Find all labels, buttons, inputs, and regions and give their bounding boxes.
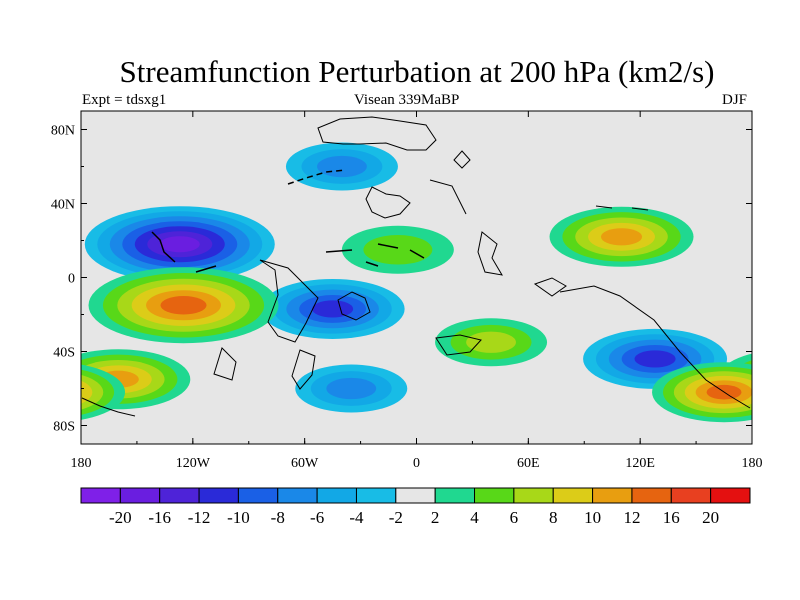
colorbar: -20 -16 -12 -10 -8 -6 -4 -2 2 4 6 8 10 12 16 20 [80,487,751,527]
colorbar-label: 2 [431,508,440,527]
y-tick-label: 80S [53,420,75,435]
contour-band [363,234,433,265]
colorbar-label: 12 [623,508,640,527]
x-tick-label: 180 [71,456,92,471]
contour-band-wrap [756,365,800,393]
field-high-south-pacific [88,267,279,344]
field-low-southern-ocean [295,364,408,413]
contour-band [312,300,354,318]
colorbar-label: -2 [389,508,403,527]
colorbar-box [159,487,200,504]
x-tick-label: 120W [176,456,211,471]
contour-band-wrap [81,380,93,404]
contour-band [600,228,643,246]
colorbar-label: -20 [109,508,132,527]
colorbar-box [355,487,397,504]
field-high-tropical-atlantic [341,225,454,274]
contour-band [159,236,200,253]
field-low-south-atlantic [260,278,405,339]
colorbar-box [80,487,121,504]
colorbar-box [237,487,279,504]
contour-fields [36,142,800,423]
colorbar-label: -16 [148,508,171,527]
y-tick-label: 40N [51,198,75,213]
colorbar-box [434,487,476,504]
colorbar-label: 4 [470,508,479,527]
colorbar-label: 8 [549,508,558,527]
y-tick-label: 40S [53,346,75,361]
field-high-southwest-pacific [36,362,752,423]
contour-band [634,350,676,368]
colorbar-label: -10 [227,508,250,527]
contour-band [466,331,516,353]
period-label: Visean 339MaBP [354,92,460,108]
contour-band-wrap [769,371,800,388]
colorbar-box [670,487,712,504]
x-tick-label: 120E [625,456,655,471]
x-tick-label: 0 [413,456,420,471]
colorbar-box [474,487,515,504]
season-label: DJF [722,92,748,108]
y-tick-label: 0 [68,272,75,287]
x-tick-label: 60E [517,456,540,471]
colorbar-box [277,487,318,504]
colorbar-label: 16 [663,508,680,527]
field-high-west-pacific [549,206,694,267]
colorbar-box [395,487,436,504]
contour-band [326,377,377,400]
contour-band [317,155,367,178]
colorbar-box [552,487,594,504]
colorbar-label: 20 [702,508,719,527]
coastlines [81,116,751,417]
colorbar-label: -12 [188,508,211,527]
field-high-south-indian [435,318,548,367]
colorbar-box [592,487,633,504]
plot-area [36,110,800,445]
colorbar-label: 10 [584,508,601,527]
colorbar-label: -4 [349,508,364,527]
contour-band-wrap [36,385,71,400]
y-tick-label: 80N [51,124,75,139]
chart-title: Streamfunction Perturbation at 200 hPa (… [119,54,715,89]
contour-band-wrap [81,390,82,395]
field-low-north-atlantic [285,142,398,191]
contour-band [160,296,207,315]
experiment-label: Expt = tdsxg1 [82,92,167,108]
colorbar-box [119,487,161,504]
colorbar-label: -6 [310,508,324,527]
colorbar-box [513,487,554,504]
x-tick-label: 60W [291,456,319,471]
field-low-north-pacific [84,206,275,283]
colorbar-label: -8 [271,508,285,527]
colorbar-box [710,487,751,504]
colorbar-label: 6 [510,508,519,527]
colorbar-box [316,487,357,504]
axes: 180 120W 60W 0 60E 120E 180 80N 40N 0 40S 80S [51,111,763,471]
colorbar-box [198,487,239,504]
x-tick-label: 180 [742,456,763,471]
colorbar-box [631,487,672,504]
